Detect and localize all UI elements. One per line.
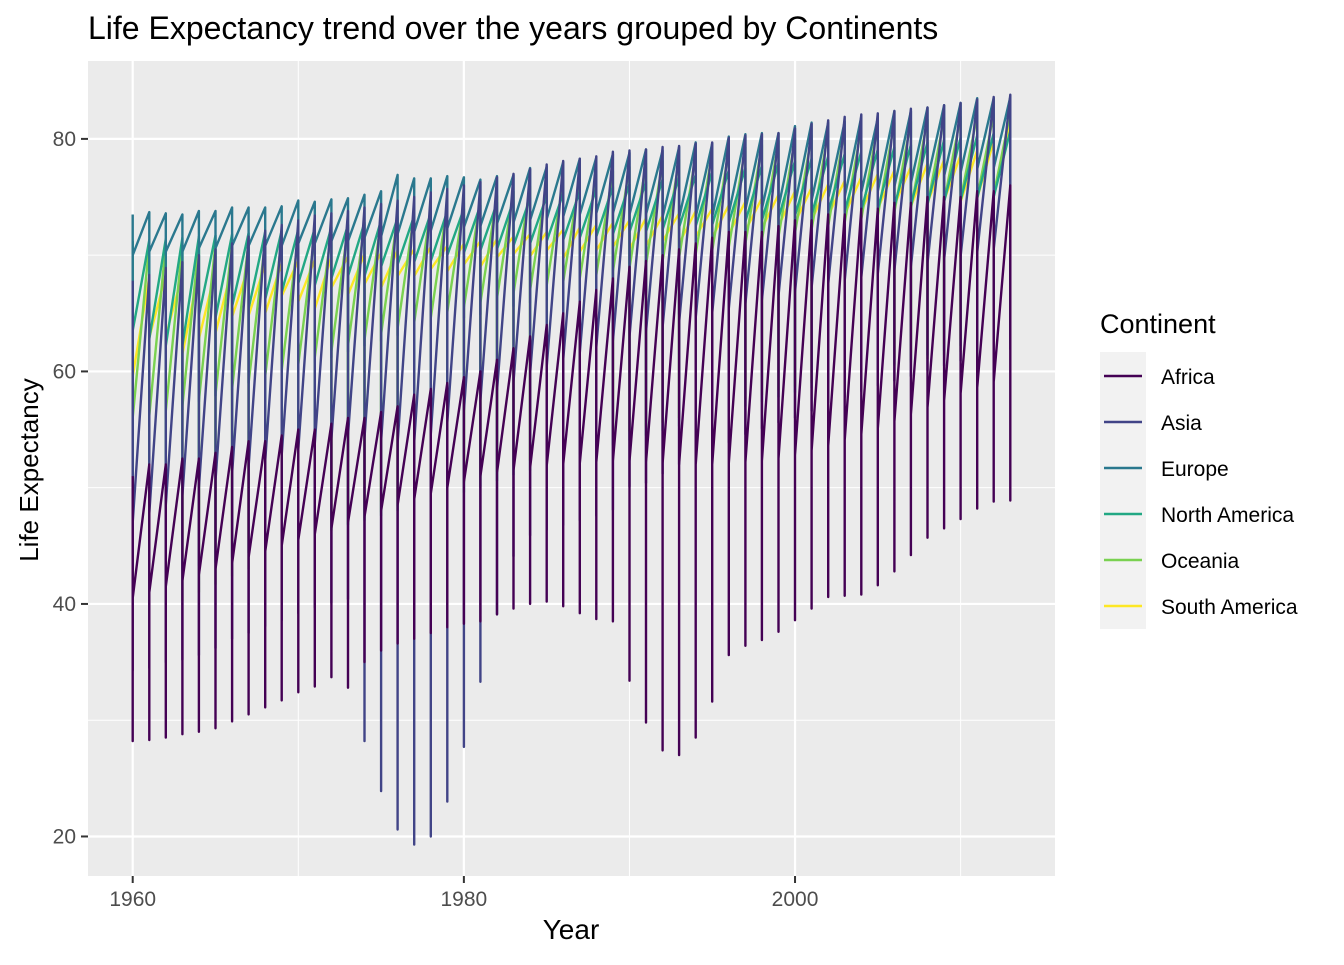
x-axis-label: Year [543, 914, 600, 945]
legend-title: Continent [1100, 309, 1216, 339]
legend-label-north-america: North America [1161, 504, 1294, 527]
series-lines [131, 93, 1012, 846]
x-tick-label: 1980 [441, 888, 488, 911]
chart-title: Life Expectancy trend over the years gro… [88, 10, 938, 46]
axes: 1960 1980 2000 20 40 60 80 [53, 128, 819, 911]
legend-label-oceania: Oceania [1161, 550, 1240, 573]
legend-key-background [1100, 352, 1146, 629]
x-tick-label: 2000 [772, 888, 819, 911]
legend: Continent Africa Asia Europe North America O… [1100, 309, 1298, 629]
y-tick-label: 20 [53, 825, 76, 848]
series-line-africa [131, 184, 1012, 757]
legend-label-europe: Europe [1161, 458, 1229, 481]
y-axis-label: Life Expectancy [14, 378, 44, 562]
series-line-asia [131, 93, 1012, 846]
x-tick-label: 1960 [109, 888, 156, 911]
series-line-europe [131, 95, 1012, 437]
legend-items: Africa Asia Europe North America Oceania Sout… [1104, 366, 1298, 619]
y-tick-label: 40 [53, 593, 76, 616]
legend-label-south-america: South America [1161, 596, 1298, 619]
series-line-north-america [131, 129, 1012, 581]
y-tick-label: 80 [53, 128, 76, 151]
legend-label-africa: Africa [1161, 366, 1215, 389]
legend-label-asia: Asia [1161, 412, 1202, 435]
y-tick-label: 60 [53, 360, 76, 383]
